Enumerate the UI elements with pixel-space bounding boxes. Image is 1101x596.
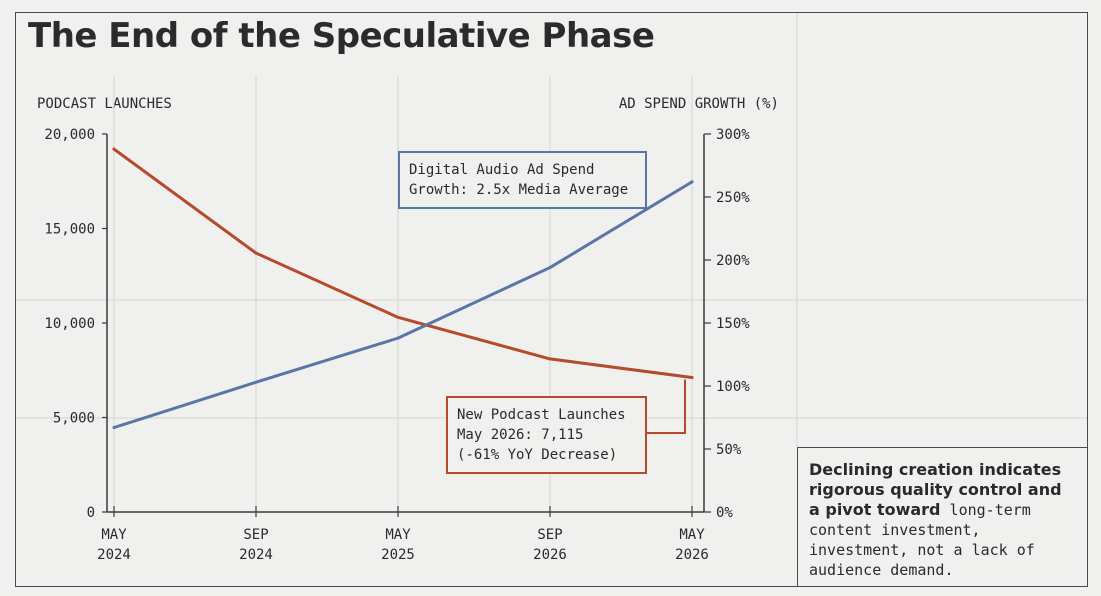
y-left-tick-label: 0 xyxy=(87,505,95,521)
ad-spend-growth-line xyxy=(112,180,694,430)
ad-spend-growth-point xyxy=(690,180,694,184)
y-axis-right-title: AD SPEND GROWTH (%) xyxy=(618,96,779,112)
y-right-tick-label: 100% xyxy=(716,379,750,395)
podcast-launches-point xyxy=(112,147,116,151)
ad-spend-growth-point xyxy=(396,336,400,340)
insight-note-bold: Declining creation indicates rigorous qu… xyxy=(809,460,1062,519)
ad-spend-growth-point xyxy=(548,266,552,270)
y-right-tick-label: 200% xyxy=(716,253,750,269)
podcast-launches-point xyxy=(254,251,258,255)
ad-spend-annotation: Digital Audio Ad Spend Growth: 2.5x Medi… xyxy=(398,151,647,209)
y-left-tick-label: 20,000 xyxy=(44,127,95,143)
y-left-tick-label: 15,000 xyxy=(44,222,95,238)
x-tick-year: 2024 xyxy=(239,547,273,563)
x-tick-year: 2025 xyxy=(381,547,415,563)
insight-note: Declining creation indicates rigorous qu… xyxy=(797,447,1088,587)
chart-title: The End of the Speculative Phase xyxy=(28,16,655,56)
x-tick-month: SEP xyxy=(537,527,562,543)
x-tick-month: SEP xyxy=(243,527,268,543)
x-tick-year: 2024 xyxy=(97,547,131,563)
y-right-tick-label: 150% xyxy=(716,316,750,332)
launches-leader-line xyxy=(647,379,686,434)
y-right-tick-label: 250% xyxy=(716,190,750,206)
y-right-tick-label: 50% xyxy=(716,442,742,458)
ad-spend-growth-point xyxy=(254,380,258,384)
podcast-launches-point xyxy=(548,357,552,361)
ad-spend-growth-point xyxy=(112,426,116,430)
chart-frame xyxy=(15,12,1088,587)
x-tick-month: MAY xyxy=(679,527,705,543)
x-tick-year: 2026 xyxy=(675,547,709,563)
y-axis-left-title: PODCAST LAUNCHES xyxy=(37,96,172,112)
x-tick-month: MAY xyxy=(385,527,411,543)
y-right-tick-label: 300% xyxy=(716,127,750,143)
x-tick-year: 2026 xyxy=(533,547,567,563)
y-left-tick-label: 10,000 xyxy=(44,316,95,332)
y-right-tick-label: 0% xyxy=(716,505,733,521)
podcast-launches-point xyxy=(396,315,400,319)
y-left-tick-label: 5,000 xyxy=(53,411,95,427)
launches-annotation: New Podcast Launches May 2026: 7,115 (-6… xyxy=(446,396,647,474)
x-tick-month: MAY xyxy=(101,527,127,543)
podcast-launches-point xyxy=(690,376,694,380)
insight-note-text: long-term content investment, investment… xyxy=(809,501,1035,579)
